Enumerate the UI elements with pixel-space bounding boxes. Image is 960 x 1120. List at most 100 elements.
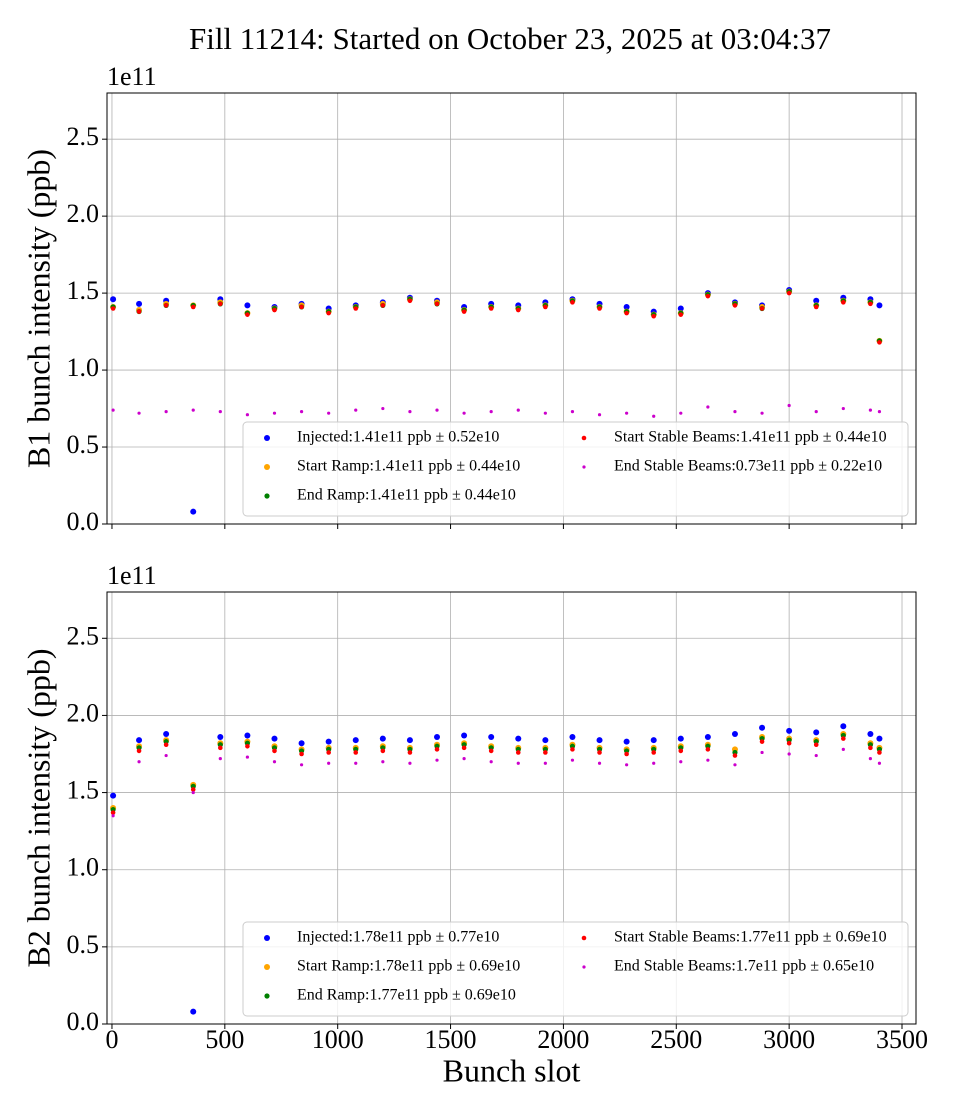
data-point	[867, 730, 874, 737]
data-point	[706, 405, 710, 409]
data-point	[705, 747, 711, 752]
data-point	[597, 306, 602, 311]
data-point	[218, 757, 222, 761]
data-point	[407, 750, 413, 755]
legend-label: End Ramp:1.77e11 ppb ± 0.69e10	[297, 987, 516, 1004]
x-tick-label: 500	[205, 1025, 244, 1054]
data-point	[353, 750, 359, 755]
data-point	[164, 410, 168, 414]
data-point	[678, 748, 684, 754]
data-point	[841, 406, 845, 411]
data-point	[543, 750, 548, 755]
y-tick-label: 2.0	[67, 698, 100, 727]
y-tick-label: 0.0	[67, 1007, 100, 1036]
data-point	[380, 303, 386, 308]
data-point	[515, 750, 521, 755]
data-point	[731, 730, 738, 737]
data-point	[868, 408, 873, 412]
axes-frame	[106, 591, 917, 1025]
y-tick-label: 1.5	[67, 276, 100, 305]
data-point	[786, 290, 792, 296]
data-point	[244, 732, 251, 739]
data-point	[651, 313, 657, 319]
data-point	[704, 734, 711, 741]
data-point	[327, 761, 331, 765]
legend-marker	[264, 464, 270, 470]
x-axis-label: Bunch slot	[443, 1052, 581, 1088]
legend-marker	[264, 993, 270, 999]
x-tick-label: 1000	[312, 1025, 364, 1054]
data-point	[434, 301, 440, 307]
axes-frame	[106, 92, 917, 525]
data-point	[434, 747, 440, 752]
data-point	[868, 757, 873, 761]
data-point	[706, 758, 710, 762]
legend-marker	[582, 965, 586, 969]
data-point	[814, 753, 818, 758]
y-tick-label: 0.0	[67, 507, 100, 536]
data-point	[136, 309, 142, 314]
data-point	[624, 310, 629, 316]
data-point	[813, 297, 820, 304]
data-point	[462, 757, 466, 761]
data-point	[543, 411, 547, 415]
x-tick-label: 2000	[537, 1025, 589, 1054]
data-point	[434, 734, 441, 741]
data-point	[381, 406, 385, 411]
y-tick-label: 2.5	[67, 122, 100, 151]
data-point	[516, 761, 520, 765]
data-point	[190, 508, 197, 515]
data-point	[110, 810, 116, 815]
data-point	[272, 760, 277, 764]
data-point	[245, 413, 250, 417]
data-point	[489, 410, 493, 414]
data-point	[163, 742, 169, 748]
data-point	[623, 303, 630, 310]
data-point	[111, 814, 115, 818]
y-tick-label: 2.0	[67, 199, 100, 228]
legend-marker	[264, 935, 270, 941]
data-point	[271, 735, 278, 742]
data-point	[299, 763, 304, 767]
data-point	[327, 411, 331, 415]
legend-label: Injected:1.41e11 ppb ± 0.52e10	[297, 429, 499, 446]
legend	[242, 421, 909, 517]
y-tick-label: 1.0	[67, 853, 100, 882]
data-point	[705, 293, 711, 299]
data-point	[877, 410, 882, 414]
legend	[242, 921, 909, 1017]
data-point	[352, 737, 359, 744]
data-point	[597, 761, 602, 765]
data-point	[625, 763, 629, 767]
offset-label: 1e11	[107, 561, 157, 590]
data-point	[652, 414, 656, 418]
data-point	[679, 411, 683, 415]
data-point	[760, 411, 764, 415]
data-point	[462, 411, 466, 415]
data-point	[353, 306, 359, 311]
data-point	[110, 296, 117, 303]
data-point	[877, 761, 882, 765]
legend-marker	[581, 935, 587, 941]
data-point	[515, 735, 522, 742]
data-point	[407, 298, 413, 304]
data-point	[381, 760, 385, 764]
data-point	[190, 787, 196, 792]
data-point	[677, 305, 684, 312]
data-point	[461, 745, 467, 751]
data-point	[136, 737, 143, 744]
data-point	[218, 301, 223, 307]
data-point	[650, 737, 657, 744]
data-point	[570, 758, 575, 762]
data-point	[406, 737, 413, 744]
legend-label: Start Ramp:1.41e11 ppb ± 0.44e10	[297, 458, 520, 475]
data-point	[272, 748, 277, 754]
y-tick-label: 0.5	[67, 430, 100, 459]
y-tick-label: 1.0	[67, 353, 100, 382]
y-tick-label: 2.5	[67, 621, 100, 650]
data-point	[379, 735, 386, 742]
data-point	[678, 312, 684, 317]
data-point	[787, 403, 791, 408]
data-point	[596, 737, 603, 744]
